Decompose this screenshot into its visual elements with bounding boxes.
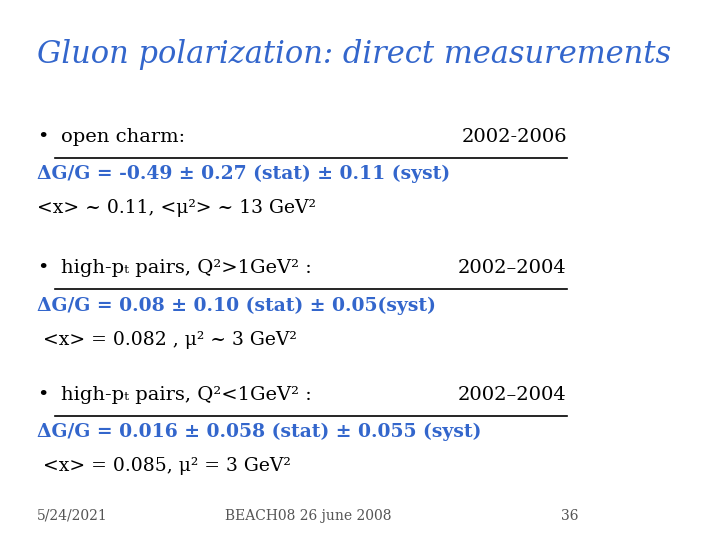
Text: 2002–2004: 2002–2004 <box>458 386 567 404</box>
Text: 2002-2006: 2002-2006 <box>462 128 567 146</box>
Text: •: • <box>37 260 48 278</box>
Text: BEACH08 26 june 2008: BEACH08 26 june 2008 <box>225 509 391 523</box>
Text: high-pₜ pairs, Q²>1GeV² :: high-pₜ pairs, Q²>1GeV² : <box>61 260 312 278</box>
Text: ΔG/G = 0.016 ± 0.058 (stat) ± 0.055 (syst): ΔG/G = 0.016 ± 0.058 (stat) ± 0.055 (sys… <box>37 423 482 441</box>
Text: open charm:: open charm: <box>61 128 185 146</box>
Text: Gluon polarization: direct measurements: Gluon polarization: direct measurements <box>37 38 671 70</box>
Text: high-pₜ pairs, Q²<1GeV² :: high-pₜ pairs, Q²<1GeV² : <box>61 386 312 404</box>
Text: •: • <box>37 386 48 404</box>
Text: ΔG/G = 0.08 ± 0.10 (stat) ± 0.05(syst): ΔG/G = 0.08 ± 0.10 (stat) ± 0.05(syst) <box>37 296 436 315</box>
Text: 2002–2004: 2002–2004 <box>458 260 567 278</box>
Text: 5/24/2021: 5/24/2021 <box>37 509 108 523</box>
Text: <x> ~ 0.11, <μ²> ~ 13 GeV²: <x> ~ 0.11, <μ²> ~ 13 GeV² <box>37 199 316 217</box>
Text: ΔG/G = -0.49 ± 0.27 (stat) ± 0.11 (syst): ΔG/G = -0.49 ± 0.27 (stat) ± 0.11 (syst) <box>37 165 450 183</box>
Text: •: • <box>37 128 48 146</box>
Text: <x> = 0.085, μ² = 3 GeV²: <x> = 0.085, μ² = 3 GeV² <box>37 457 291 475</box>
Text: <x> = 0.082 , μ² ~ 3 GeV²: <x> = 0.082 , μ² ~ 3 GeV² <box>37 330 297 348</box>
Text: 36: 36 <box>562 509 579 523</box>
